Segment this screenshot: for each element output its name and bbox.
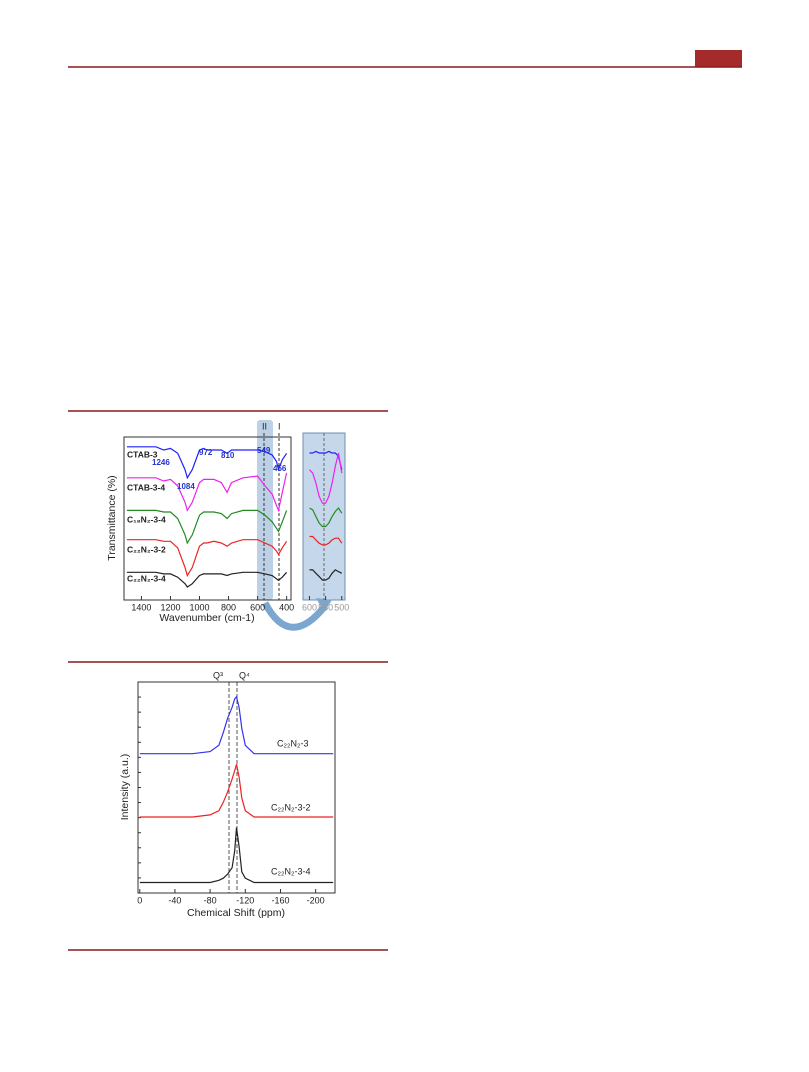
- series-line: [126, 509, 288, 545]
- series-label: CTAB-3-4: [127, 482, 165, 492]
- series-line: [309, 569, 343, 581]
- x-tick-label: -40: [168, 895, 181, 905]
- series-label: C₂₂N₂-3-4: [127, 573, 166, 583]
- annotation: II: [262, 421, 267, 431]
- x-tick-label: -120: [236, 895, 254, 905]
- x-tick-label: 800: [221, 602, 236, 612]
- highlight-band: [257, 420, 273, 600]
- series-line: [309, 507, 343, 528]
- annotation: Q⁴: [239, 670, 250, 680]
- series-line: [139, 695, 334, 755]
- series-label: C₁₈N₂-3-4: [127, 514, 166, 524]
- series-line: [126, 539, 288, 577]
- x-tick-label: 600: [250, 602, 265, 612]
- series-line: [126, 472, 288, 513]
- series-line: [309, 535, 343, 546]
- annotation: 1084: [177, 482, 195, 491]
- annotation: Q³: [213, 670, 223, 680]
- series-line: [309, 452, 343, 504]
- x-tick-label: 1200: [160, 602, 180, 612]
- x-axis-label: Chemical Shift (ppm): [187, 907, 285, 919]
- header-block: [695, 50, 742, 67]
- series-line: [139, 764, 334, 818]
- annotation: 456: [273, 464, 287, 473]
- x-tick-label: -80: [204, 895, 217, 905]
- x-tick-label: 1000: [189, 602, 209, 612]
- series-line: [126, 571, 288, 588]
- zoom-arrow: [261, 601, 328, 631]
- x-tick-label: -160: [271, 895, 289, 905]
- annotation: 810: [221, 451, 235, 460]
- x-tick-label: 1400: [131, 602, 151, 612]
- annotation: I: [278, 421, 281, 431]
- x-tick-label: 0: [137, 895, 142, 905]
- series-label: CTAB-3: [127, 449, 158, 459]
- y-axis-label: Intensity (a.u.): [119, 754, 131, 821]
- x-tick-label: 550: [318, 602, 333, 612]
- x-tick-label: 600: [302, 602, 317, 612]
- x-tick-label: 400: [279, 602, 294, 612]
- series-line: [139, 827, 334, 884]
- series-label: C₂₂N₂-3-2: [271, 802, 311, 812]
- annotation: 1246: [152, 458, 170, 467]
- annotation: 549: [257, 446, 271, 455]
- series-line: [309, 450, 343, 470]
- series-label: C₂₂N₂-3-4: [271, 866, 311, 876]
- plot-frame: [123, 436, 292, 601]
- x-tick-label: 500: [334, 602, 349, 612]
- y-axis-label: Transmittance (%): [106, 475, 118, 560]
- series-line: [126, 446, 288, 480]
- x-axis-label: Wavenumber (cm-1): [159, 612, 254, 624]
- series-label: C₂₂N₂-3-2: [127, 544, 166, 554]
- zoom-arrow-head: [316, 598, 332, 612]
- series-label: C₂₂N₂-3: [277, 738, 308, 748]
- x-tick-label: -200: [307, 895, 325, 905]
- annotation: 972: [199, 448, 213, 457]
